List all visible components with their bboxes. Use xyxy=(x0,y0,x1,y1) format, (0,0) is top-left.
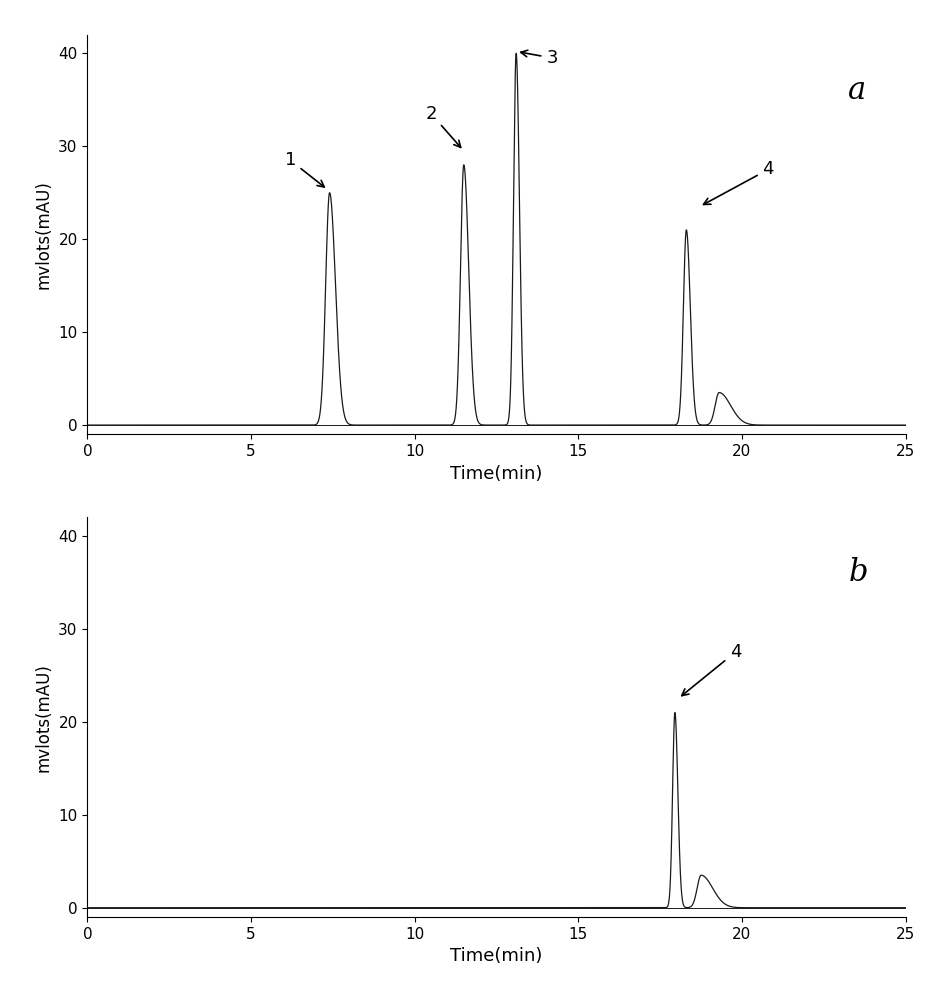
X-axis label: Time(min): Time(min) xyxy=(450,465,542,483)
Text: a: a xyxy=(848,75,866,106)
Y-axis label: mvlots(mAU): mvlots(mAU) xyxy=(35,663,52,772)
Text: 2: 2 xyxy=(426,105,461,147)
X-axis label: Time(min): Time(min) xyxy=(450,947,542,965)
Text: 4: 4 xyxy=(704,160,774,204)
Text: 3: 3 xyxy=(521,49,558,67)
Text: b: b xyxy=(848,557,868,588)
Y-axis label: mvlots(mAU): mvlots(mAU) xyxy=(35,180,52,289)
Text: 4: 4 xyxy=(682,643,741,696)
Text: 1: 1 xyxy=(285,151,324,187)
